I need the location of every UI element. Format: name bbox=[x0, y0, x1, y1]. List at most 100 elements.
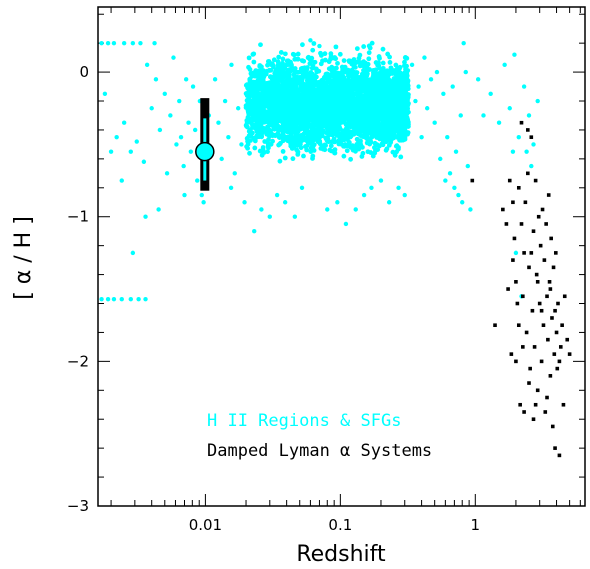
hii-cloud-point bbox=[378, 98, 384, 104]
hii-cloud-point bbox=[249, 72, 255, 78]
hii-cloud-point bbox=[292, 69, 298, 75]
hii-cloud-point bbox=[244, 144, 250, 149]
hii-cloud-point bbox=[320, 114, 325, 120]
hii-cloud-point bbox=[352, 64, 358, 70]
hii-cloud-point bbox=[360, 86, 365, 92]
hii-point bbox=[343, 221, 349, 227]
hii-cloud-point bbox=[357, 108, 363, 114]
dla-point bbox=[527, 265, 531, 270]
hii-point bbox=[512, 52, 517, 57]
hii-cloud-point bbox=[290, 156, 296, 162]
hii-cloud-point bbox=[306, 88, 312, 94]
hii-cloud-point bbox=[337, 71, 343, 77]
hii-point bbox=[317, 43, 322, 49]
hii-cloud-point bbox=[297, 108, 303, 114]
hii-cloud-point bbox=[381, 139, 387, 145]
hii-point bbox=[507, 106, 512, 111]
hii-cloud-point bbox=[387, 54, 392, 60]
hii-cloud-point bbox=[278, 103, 284, 109]
hii-cloud-point bbox=[342, 137, 347, 143]
hii-cloud-point bbox=[288, 111, 293, 117]
hii-cloud-point bbox=[342, 115, 348, 121]
hii-cloud-point bbox=[400, 104, 406, 110]
x-tick-label: 0.01 bbox=[189, 516, 222, 534]
hii-cloud-point bbox=[386, 85, 392, 91]
hii-cloud-point bbox=[345, 131, 351, 137]
hii-cloud-point bbox=[300, 42, 305, 48]
hii-cloud-point bbox=[301, 58, 307, 64]
hii-cloud-point bbox=[246, 133, 252, 139]
hii-cloud-point bbox=[351, 125, 357, 131]
hii-cloud-point bbox=[274, 92, 280, 97]
dla-point bbox=[540, 207, 545, 212]
hii-cloud-point bbox=[394, 73, 400, 79]
hii-cloud-point bbox=[362, 94, 368, 100]
hii-point bbox=[450, 84, 455, 89]
hii-cloud-point bbox=[375, 147, 381, 152]
hii-cloud-point bbox=[316, 103, 322, 109]
hii-cloud-point bbox=[387, 79, 393, 84]
hii-cloud-point bbox=[284, 96, 290, 102]
hii-cloud-point bbox=[282, 108, 287, 114]
hii-cloud-point bbox=[293, 77, 298, 83]
hii-cloud-point bbox=[273, 78, 279, 83]
dla-point bbox=[546, 337, 550, 342]
hii-cloud-point bbox=[356, 93, 362, 99]
hii-cloud-point bbox=[391, 115, 397, 121]
hii-cloud-point bbox=[315, 128, 321, 134]
hii-cloud-point bbox=[351, 57, 357, 62]
hii-cloud-point bbox=[385, 126, 391, 132]
dla-point bbox=[516, 185, 521, 190]
dla-point bbox=[536, 214, 541, 219]
hii-cloud-point bbox=[248, 104, 254, 110]
hii-cloud-point bbox=[265, 143, 271, 149]
hii-cloud-point bbox=[373, 98, 379, 103]
hii-cloud-point bbox=[311, 80, 317, 86]
hii-cloud-point bbox=[328, 51, 334, 57]
dla-point bbox=[526, 128, 530, 132]
hii-cloud-point bbox=[295, 56, 301, 62]
hii-point bbox=[219, 156, 224, 162]
plot-frame bbox=[97, 6, 586, 507]
hii-cloud-point bbox=[386, 91, 392, 97]
hii-point bbox=[463, 69, 468, 75]
hii-point bbox=[226, 134, 231, 140]
hii-cloud-point bbox=[288, 88, 293, 94]
hii-cloud-point bbox=[329, 117, 335, 123]
x-axis-label: Redshift bbox=[296, 542, 386, 567]
hii-point bbox=[174, 142, 179, 147]
hii-cloud-point bbox=[307, 61, 313, 66]
hii-cloud-point bbox=[365, 149, 371, 155]
hii-cloud-point bbox=[403, 124, 408, 130]
hii-cloud-point bbox=[255, 121, 261, 127]
hii-point bbox=[183, 77, 189, 82]
hii-cloud-point bbox=[332, 139, 337, 144]
hii-cloud-point bbox=[247, 76, 253, 82]
hii-cloud-point bbox=[270, 138, 275, 144]
hii-cloud-point bbox=[348, 156, 354, 162]
hii-cloud-point bbox=[402, 118, 408, 124]
dla-point bbox=[528, 366, 532, 371]
hii-point bbox=[156, 207, 161, 212]
hii-point bbox=[434, 69, 440, 75]
hii-cloud-point bbox=[293, 118, 299, 123]
hii-cloud-point bbox=[330, 105, 335, 111]
hii-cloud-point bbox=[361, 111, 367, 116]
hii-cloud-point bbox=[348, 144, 353, 149]
hii-cloud-point bbox=[341, 101, 347, 107]
hii-cloud-point bbox=[395, 146, 401, 152]
hii-point bbox=[335, 200, 340, 205]
hii-point bbox=[308, 38, 313, 43]
hii-cloud-point bbox=[338, 111, 343, 117]
hii-cloud-point bbox=[277, 111, 283, 117]
hii-point bbox=[143, 296, 148, 302]
hii-cloud-point bbox=[305, 79, 311, 85]
hii-cloud-point bbox=[276, 62, 282, 67]
dla-point bbox=[506, 287, 510, 291]
hii-cloud-point bbox=[398, 132, 404, 138]
hii-cloud-point bbox=[313, 66, 319, 72]
hii-cloud-point bbox=[246, 55, 252, 61]
hii-cloud-point bbox=[270, 92, 276, 98]
dla-point bbox=[552, 352, 557, 356]
hii-point bbox=[409, 62, 415, 68]
